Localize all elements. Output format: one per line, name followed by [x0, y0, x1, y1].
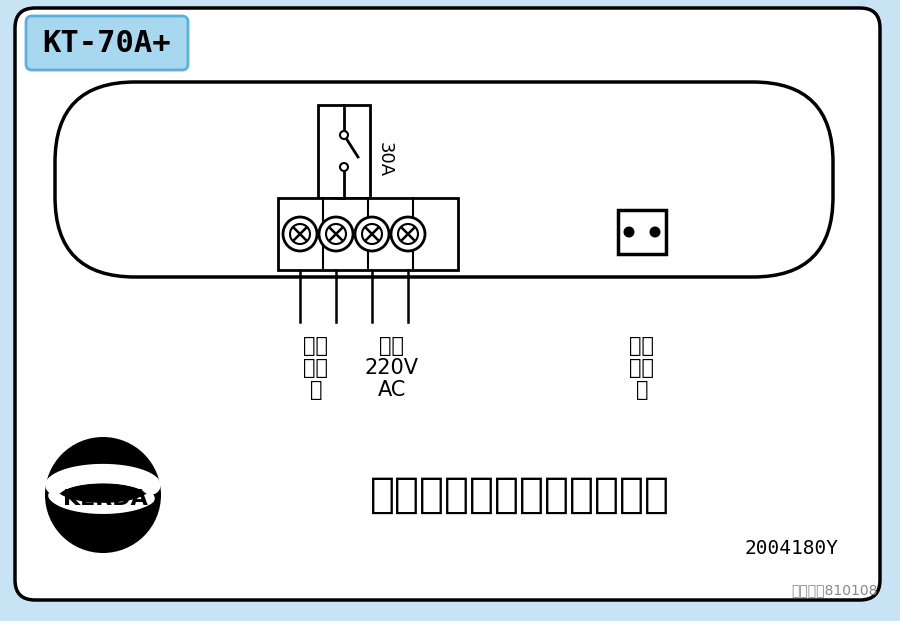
Circle shape	[319, 217, 353, 251]
Circle shape	[355, 217, 389, 251]
Text: 220V: 220V	[365, 358, 419, 378]
Circle shape	[650, 227, 661, 237]
Circle shape	[290, 224, 310, 244]
Text: KERDA: KERDA	[63, 489, 148, 509]
Circle shape	[283, 217, 317, 251]
Text: 传感: 传感	[629, 358, 654, 378]
FancyBboxPatch shape	[55, 82, 833, 277]
Text: 佳晨装饰810108: 佳晨装饰810108	[791, 583, 878, 597]
Bar	[618, 210, 666, 254]
Circle shape	[398, 224, 418, 244]
Text: 徐州凯特电器设备有限公司: 徐州凯特电器设备有限公司	[370, 474, 670, 516]
Bar	[318, 105, 370, 198]
Circle shape	[340, 163, 348, 171]
Circle shape	[326, 224, 346, 244]
Text: 压缩: 压缩	[303, 336, 328, 356]
Text: 器: 器	[635, 380, 648, 400]
Text: 30A: 30A	[376, 142, 394, 178]
Bar	[278, 198, 458, 270]
Circle shape	[362, 224, 382, 244]
Circle shape	[391, 217, 425, 251]
Text: 机开: 机开	[303, 358, 328, 378]
FancyBboxPatch shape	[15, 8, 880, 600]
Circle shape	[340, 131, 348, 139]
Circle shape	[45, 437, 161, 553]
FancyBboxPatch shape	[26, 16, 188, 70]
Text: 电源: 电源	[380, 336, 404, 356]
Text: 2004180Y: 2004180Y	[744, 538, 838, 558]
Text: 关: 关	[310, 380, 322, 400]
Text: KT-70A+: KT-70A+	[42, 30, 171, 58]
Circle shape	[624, 227, 634, 237]
Text: 制冷: 制冷	[629, 336, 654, 356]
Text: AC: AC	[378, 380, 406, 400]
